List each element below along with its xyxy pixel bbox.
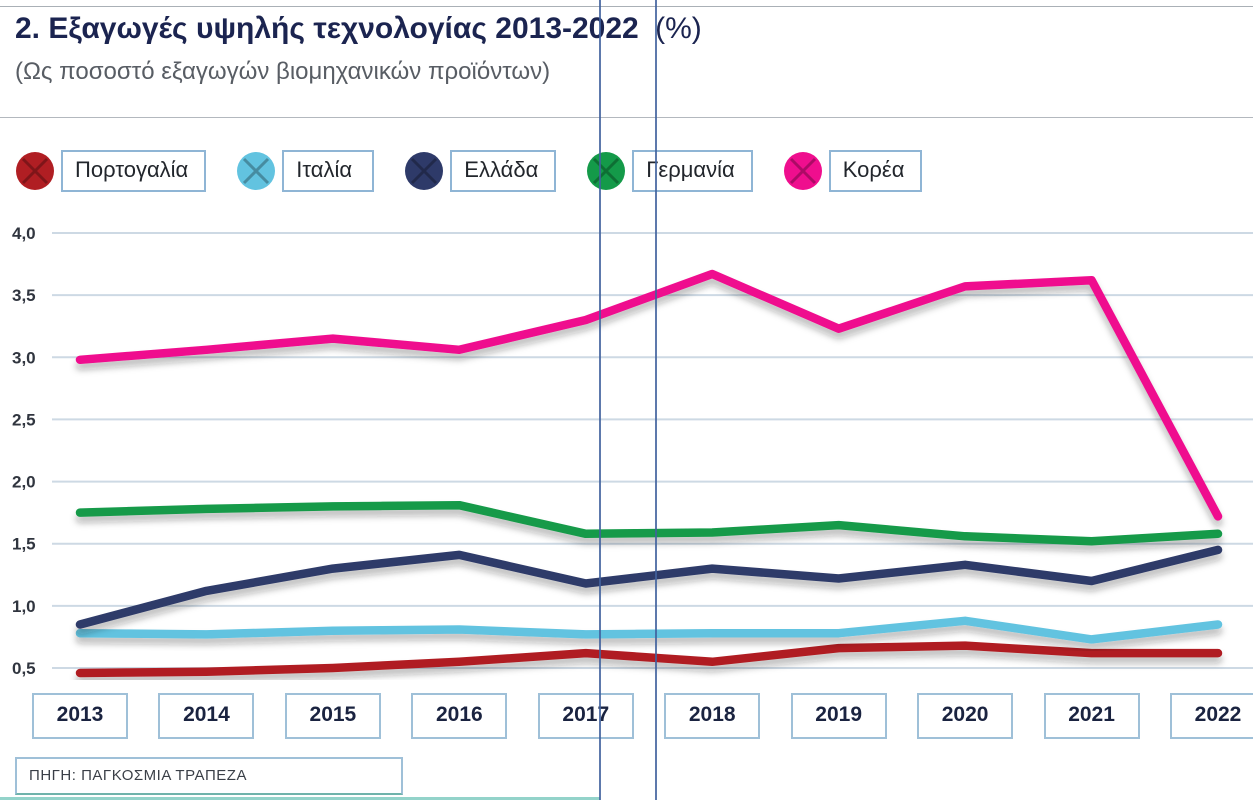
legend-item-5: Κορέα [783, 150, 923, 192]
x-tick-label-2022: 2022 [1170, 693, 1253, 739]
y-tick-label: 3,0 [12, 348, 36, 367]
x-tick-label-2014: 2014 [158, 693, 255, 739]
top-divider [0, 6, 1253, 7]
y-tick-label: 2,5 [12, 410, 36, 429]
x-tick-label-2021: 2021 [1043, 693, 1140, 739]
legend-item-1: Πορτογαλία [15, 150, 207, 192]
legend-item-4: Γερμανία [586, 150, 753, 192]
chart-area: 4,0 3,5 3,0 2,5 2,0 1,5 1,0 0,5 [0, 215, 1253, 680]
x-tick-label-2019: 2019 [790, 693, 887, 739]
y-tick-label: 0,5 [12, 659, 36, 678]
y-tick-label: 1,5 [12, 535, 36, 554]
series-line-Κορέα [75, 269, 1223, 521]
y-tick-label: 1,0 [12, 597, 36, 616]
legend-label: Πορτογαλία [61, 150, 207, 192]
source-text: ΠΗΓΗ: ΠΑΓΚΟΣΜΙΑ ΤΡΑΠΕΖΑ [29, 767, 247, 784]
x-axis: 2013 2014 2015 2016 2017 2018 2019 2020 2021 2022 [0, 693, 1253, 743]
bottom-edge-line [0, 797, 600, 800]
page-title-text: 2. Εξαγωγές υψηλής τεχνολογίας 2013-2022 [15, 12, 639, 45]
legend-swatch-icon [16, 152, 54, 190]
header-divider [0, 117, 1253, 118]
legend-label: Κορέα [828, 150, 923, 192]
series-line-Πορτογαλία [75, 641, 1223, 678]
y-tick-label: 2,0 [12, 473, 36, 492]
x-tick-label-2016: 2016 [411, 693, 508, 739]
page-fold-line-right [655, 0, 657, 800]
legend-label: Ιταλία [282, 150, 375, 192]
x-tick-label-2015: 2015 [284, 693, 381, 739]
legend-item-2: Ιταλία [236, 150, 375, 192]
legend-swatch-icon [783, 152, 822, 190]
page-title-unit: (%) [655, 12, 702, 45]
x-tick-label-2018: 2018 [664, 693, 761, 739]
y-axis-labels-layer: 4,0 3,5 3,0 2,5 2,0 1,5 1,0 0,5 [12, 224, 36, 678]
page-fold-line-left [599, 0, 601, 800]
legend-swatch-icon [405, 152, 444, 190]
source-box: ΠΗΓΗ: ΠΑΓΚΟΣΜΙΑ ΤΡΑΠΕΖΑ [15, 757, 403, 795]
legend: Πορτογαλία Ιταλία Ελλάδα Γερμανία Κορέα [15, 150, 923, 192]
x-tick-label-2020: 2020 [917, 693, 1014, 739]
x-tick-label-2013: 2013 [32, 693, 128, 739]
legend-label: Ελλάδα [450, 150, 557, 192]
legend-swatch-icon [587, 152, 626, 190]
page-title: 2. Εξαγωγές υψηλής τεχνολογίας 2013-2022… [15, 12, 702, 46]
series-layer [75, 269, 1223, 678]
series-line-Ιταλία [75, 616, 1223, 644]
legend-swatch-icon [237, 152, 276, 190]
line-chart-svg: 4,0 3,5 3,0 2,5 2,0 1,5 1,0 0,5 [12, 224, 1253, 678]
legend-item-3: Ελλάδα [404, 150, 557, 192]
series-line-Ελλάδα [75, 545, 1223, 629]
x-tick-label-2017: 2017 [537, 693, 634, 739]
y-tick-label: 4,0 [12, 224, 36, 243]
series-line-Γερμανία [75, 500, 1223, 546]
legend-label: Γερμανία [632, 150, 753, 192]
y-tick-label: 3,5 [12, 286, 36, 305]
page-subtitle: (Ως ποσοστό εξαγωγών βιομηχανικών προϊόν… [15, 58, 551, 85]
